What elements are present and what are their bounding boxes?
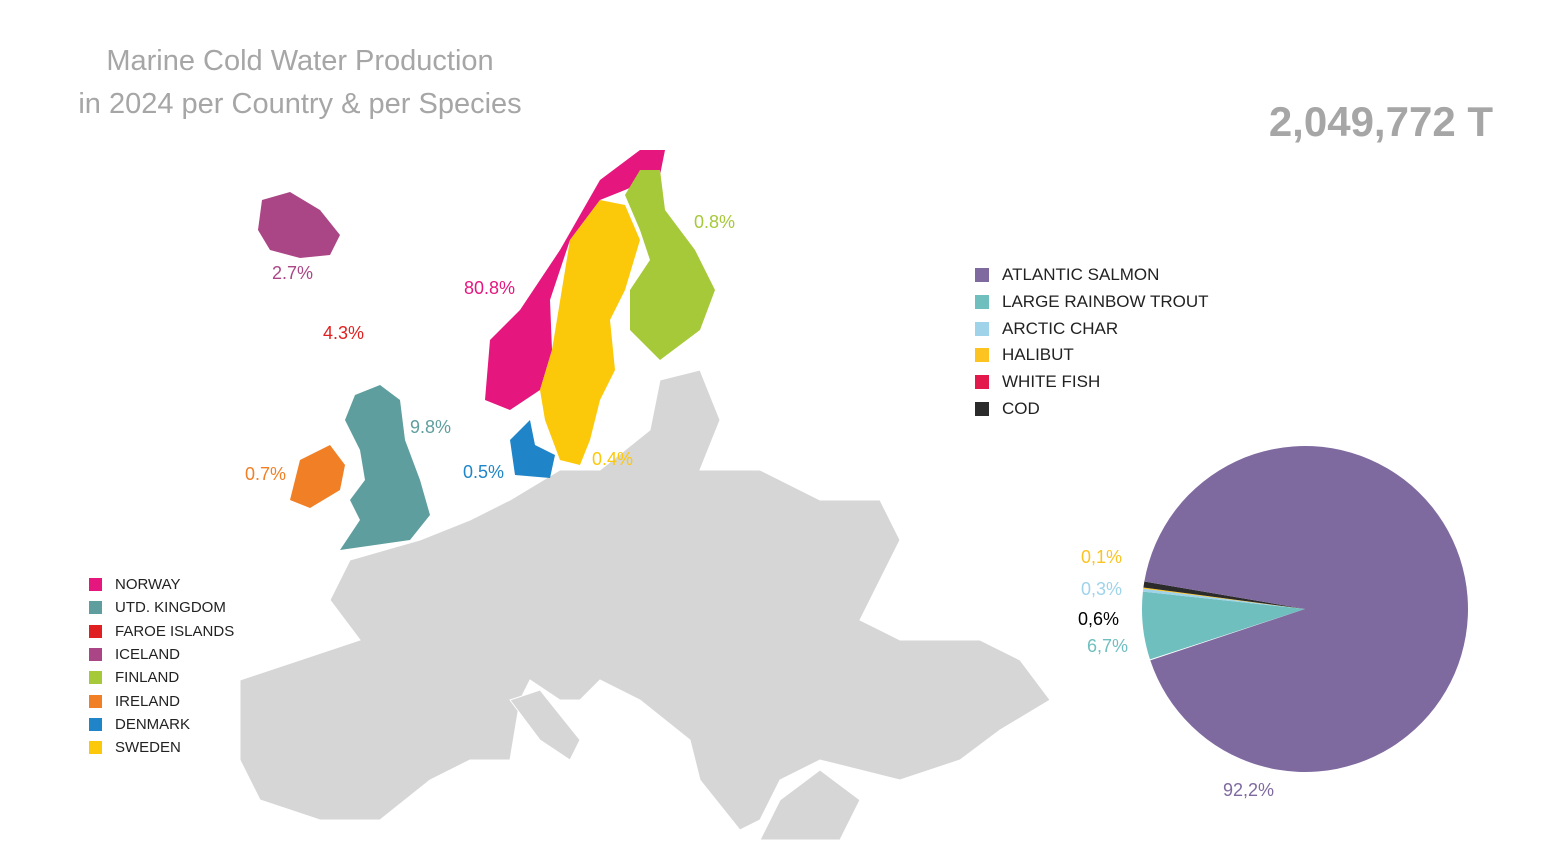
pie-label-salmon: 92,2% <box>1223 780 1274 800</box>
legend-label: COD <box>1002 398 1040 418</box>
legend-label: IRELAND <box>115 692 181 710</box>
country-ireland <box>290 445 345 508</box>
legend-item: DENMARK <box>89 713 234 736</box>
legend-item: FINLAND <box>89 666 234 689</box>
legend-swatch <box>975 375 989 390</box>
legend-item: NORWAY <box>89 573 234 596</box>
legend-item: ARCTIC CHAR <box>975 315 1209 342</box>
legend-label: NORWAY <box>115 576 181 594</box>
label-faroe: 4.3% <box>323 323 364 343</box>
legend-item: HALIBUT <box>975 342 1209 369</box>
legend-swatch <box>975 401 989 416</box>
species-pie-chart <box>1142 446 1469 772</box>
legend-label: FAROE ISLANDS <box>115 622 235 640</box>
chart-title: Marine Cold Water Production in 2024 per… <box>40 40 560 126</box>
legend-item: FAROE ISLANDS <box>89 620 234 643</box>
label-sweden: 0.4% <box>592 449 633 469</box>
label-uk: 9.8% <box>410 417 451 437</box>
legend-label: ARCTIC CHAR <box>1002 318 1119 338</box>
pie-label-halibut: 0,1% <box>1081 547 1122 567</box>
legend-swatch <box>89 648 102 662</box>
legend-swatch <box>89 717 102 731</box>
country-denmark <box>510 420 555 478</box>
pie-slice-arctic-char <box>1142 588 1305 609</box>
legend-label: HALIBUT <box>1002 345 1074 365</box>
title-line-2: in 2024 per Country & per Species <box>78 88 522 120</box>
pie-slice-cod <box>1143 581 1305 609</box>
legend-swatch <box>89 578 102 592</box>
title-line-1: Marine Cold Water Production <box>106 45 494 77</box>
label-iceland: 2.7% <box>272 263 313 283</box>
country-finland <box>625 170 715 360</box>
europe-base <box>239 369 1051 841</box>
legend-swatch <box>89 671 102 685</box>
legend-label: WHITE FISH <box>1002 372 1101 392</box>
legend-swatch <box>975 348 989 363</box>
legend-item: LARGE RAINBOW TROUT <box>975 289 1209 316</box>
legend-label: ICELAND <box>115 646 181 664</box>
legend-swatch <box>89 601 102 615</box>
country-norway <box>485 150 665 410</box>
country-uk <box>340 385 430 550</box>
legend-label: UTD. KINGDOM <box>115 599 226 617</box>
legend-swatch <box>975 321 989 336</box>
legend-item: SWEDEN <box>89 736 234 759</box>
legend-swatch <box>975 295 989 310</box>
total-production: 2,049,772 T <box>1268 98 1493 145</box>
legend-item: ICELAND <box>89 643 234 666</box>
legend-swatch <box>89 694 102 708</box>
species-legend: ATLANTIC SALMON LARGE RAINBOW TROUT ARCTIC… <box>975 262 1209 422</box>
legend-label: ATLANTIC SALMON <box>1002 265 1160 285</box>
legend-label: FINLAND <box>115 669 180 687</box>
pie-slice-atlantic-salmon <box>1144 446 1469 772</box>
legend-label: LARGE RAINBOW TROUT <box>1002 292 1209 312</box>
pie-label-cod: 0,6% <box>1078 609 1119 629</box>
pie-label-trout: 6,7% <box>1087 636 1128 656</box>
legend-item: WHITE FISH <box>975 369 1209 396</box>
country-legend: NORWAY UTD. KINGDOM FAROE ISLANDS ICELAND FI… <box>89 573 234 759</box>
label-finland: 0.8% <box>694 212 735 232</box>
legend-swatch <box>975 268 989 283</box>
legend-item: UTD. KINGDOM <box>89 596 234 619</box>
legend-label: DENMARK <box>115 715 191 733</box>
label-ireland: 0.7% <box>245 464 286 484</box>
legend-swatch <box>89 624 102 638</box>
legend-item: IRELAND <box>89 689 234 712</box>
label-denmark: 0.5% <box>463 462 504 482</box>
legend-label: SWEDEN <box>115 739 181 757</box>
label-norway: 80.8% <box>464 278 515 298</box>
pie-slice-halibut <box>1143 587 1305 609</box>
legend-item: ATLANTIC SALMON <box>975 262 1209 289</box>
pie-label-char: 0,3% <box>1081 579 1122 599</box>
legend-item: COD <box>975 395 1209 422</box>
country-sweden <box>540 200 640 465</box>
country-iceland <box>258 192 340 258</box>
pie-slice-large-rainbow-trout <box>1142 591 1305 660</box>
legend-swatch <box>89 741 102 755</box>
